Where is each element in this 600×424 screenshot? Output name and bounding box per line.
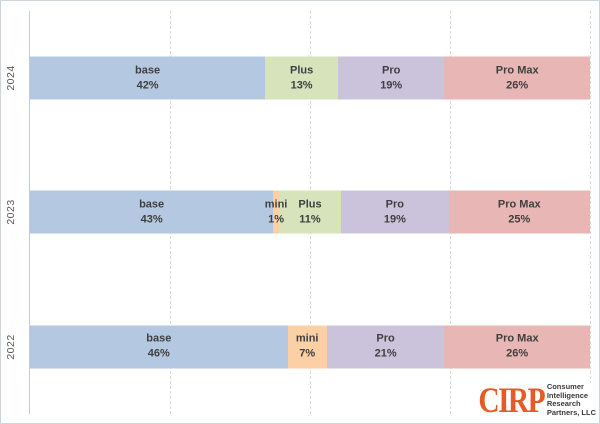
segment-percent: 19% bbox=[380, 79, 403, 92]
bar-segment-mini: mini 7% bbox=[287, 325, 327, 369]
segment-percent: 21% bbox=[374, 347, 397, 360]
plot-area: 2024 base 42% Plus 13% Pro 19% Pro Max 26% 2023 ba… bbox=[5, 11, 591, 414]
segment-percent: 25% bbox=[508, 213, 531, 226]
segment-label: Plus 13% bbox=[290, 63, 313, 93]
segment-percent: 42% bbox=[136, 79, 159, 92]
segment-label: Pro Max 26% bbox=[496, 63, 539, 93]
bar-segment-pro: Pro 19% bbox=[341, 190, 449, 234]
cirp-logo-subtext: Consumer Intelligence Research Partners,… bbox=[546, 382, 596, 417]
logo-line: Partners, LLC bbox=[546, 407, 596, 417]
cirp-logo: CIRP Consumer Intelligence Research Part… bbox=[461, 380, 596, 420]
bar-segment-base: base 46% bbox=[30, 325, 288, 369]
segment-name: Pro Max bbox=[495, 332, 539, 345]
segment-name: base bbox=[135, 64, 161, 77]
segment-percent: 43% bbox=[140, 213, 163, 226]
segment-name: Pro Max bbox=[497, 198, 541, 211]
gridline bbox=[590, 11, 591, 414]
logo-line: Research bbox=[546, 399, 581, 408]
segment-name: Plus bbox=[298, 198, 322, 211]
segment-name: base bbox=[139, 198, 165, 211]
segment-label: Pro 19% bbox=[380, 63, 402, 93]
chart-row: 2024 base 42% Plus 13% Pro 19% Pro Max 26% bbox=[5, 11, 590, 145]
bar-segment-pro-max: Pro Max 26% bbox=[444, 56, 590, 100]
bar-segment-pro-max: Pro Max 25% bbox=[448, 190, 590, 234]
segment-label: mini 7% bbox=[296, 332, 319, 362]
stacked-bar: base 43% mini 1% Plus 11% Pro 19% Pro Max 25% bbox=[30, 190, 590, 234]
segment-name: Pro bbox=[385, 198, 405, 211]
segment-label: Pro 21% bbox=[375, 332, 397, 362]
segment-label: mini 1% bbox=[265, 197, 288, 227]
segment-label: Pro Max 25% bbox=[498, 197, 541, 227]
y-axis-label: 2023 bbox=[5, 199, 17, 226]
segment-percent: 26% bbox=[506, 79, 529, 92]
segment-percent: 7% bbox=[299, 347, 316, 360]
segment-label: Pro Max 26% bbox=[496, 332, 539, 362]
segment-label: base 43% bbox=[139, 197, 164, 227]
segment-name: Pro Max bbox=[495, 64, 539, 77]
logo-line: Intelligence bbox=[546, 390, 589, 400]
bar-segment-plus: Plus 13% bbox=[265, 56, 338, 100]
segment-label: Plus 11% bbox=[298, 197, 321, 227]
segment-name: base bbox=[146, 332, 172, 345]
segment-label: base 42% bbox=[135, 63, 160, 93]
bar-segment-base: base 42% bbox=[30, 56, 266, 100]
cirp-logo-text: CIRP bbox=[478, 380, 545, 420]
segment-percent: 26% bbox=[506, 347, 529, 360]
segment-percent: 1% bbox=[268, 213, 285, 226]
bar-segment-pro: Pro 19% bbox=[338, 56, 445, 100]
segment-percent: 19% bbox=[383, 213, 406, 226]
bar-segment-plus: Plus 11% bbox=[278, 190, 342, 234]
segment-percent: 13% bbox=[290, 79, 313, 92]
segment-percent: 46% bbox=[147, 347, 170, 360]
y-axis-label: 2024 bbox=[5, 65, 17, 91]
stacked-bar: base 46% mini 7% Pro 21% Pro Max 26% bbox=[30, 325, 590, 369]
y-axis-label: 2022 bbox=[5, 334, 17, 360]
segment-label: Pro 19% bbox=[384, 197, 406, 227]
segment-name: Pro bbox=[376, 332, 395, 345]
segment-label: base 46% bbox=[146, 332, 171, 362]
chart-row: 2023 base 43% mini 1% Plus 11% Pro 19% Pro Max 25% bbox=[5, 145, 590, 279]
logo-line: Consumer bbox=[546, 382, 584, 391]
bar-segment-pro-max: Pro Max 26% bbox=[444, 325, 590, 369]
bar-segment-pro: Pro 21% bbox=[326, 325, 445, 369]
segment-percent: 11% bbox=[299, 213, 321, 226]
bar-segment-base: base 43% bbox=[30, 190, 274, 234]
segment-name: mini bbox=[295, 332, 319, 345]
segment-name: Plus bbox=[289, 64, 314, 77]
segment-name: mini bbox=[264, 198, 288, 211]
bar-segment-mini: mini 1% bbox=[265, 190, 287, 234]
chart-row: 2022 base 46% mini 7% Pro 21% Pro Max 26% bbox=[5, 280, 590, 414]
stacked-bar: base 42% Plus 13% Pro 19% Pro Max 26% bbox=[30, 56, 590, 100]
segment-name: Pro bbox=[382, 64, 401, 77]
